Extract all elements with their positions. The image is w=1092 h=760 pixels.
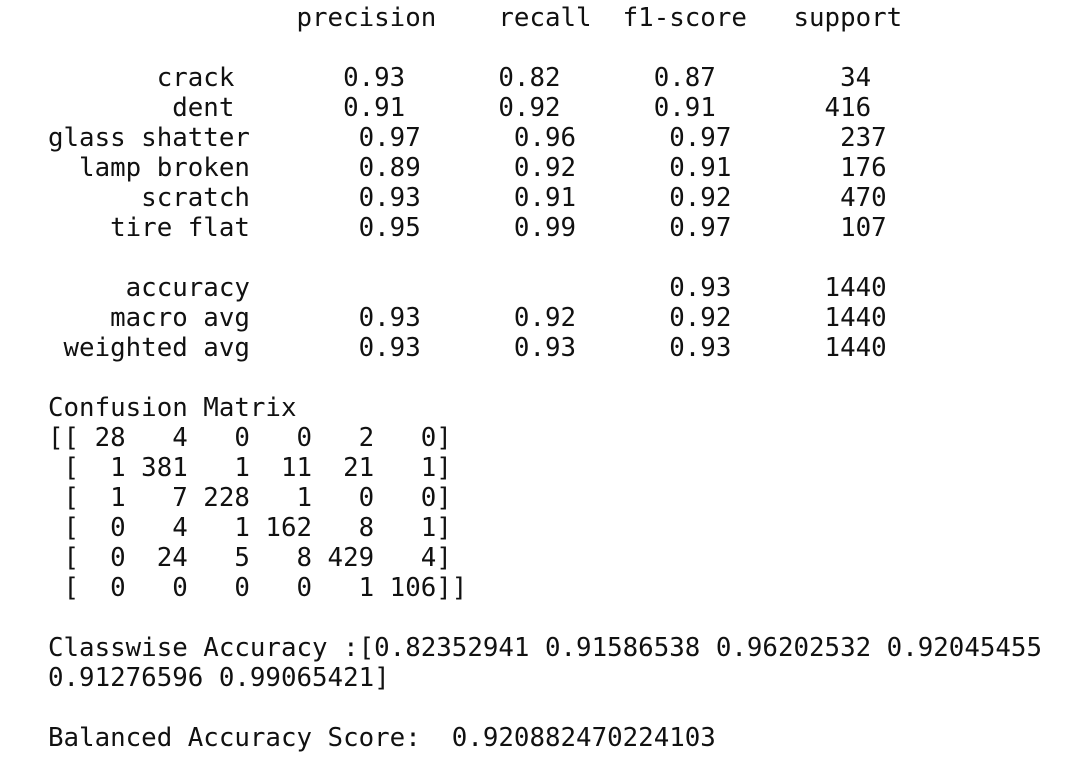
blank-line [48, 33, 1042, 63]
console-output: precision recall f1-score support crack … [48, 3, 1042, 753]
confusion-matrix-title: Confusion Matrix [48, 393, 297, 423]
report-row-lamp-broken: lamp broken 0.89 0.92 0.91 176 [48, 153, 887, 183]
report-row-glass-shatter: glass shatter 0.97 0.96 0.97 237 [48, 123, 887, 153]
confusion-matrix-row: [ 0 0 0 0 1 106]] [48, 573, 468, 603]
blank-line [48, 603, 1042, 633]
classwise-accuracy-line: Classwise Accuracy :[0.82352941 0.915865… [48, 633, 1042, 663]
report-row-macro-avg: macro avg 0.93 0.92 0.92 1440 [48, 303, 887, 333]
classwise-accuracy-line-cont: 0.91276596 0.99065421] [48, 663, 390, 693]
blank-line [48, 693, 1042, 723]
report-row-dent: dent 0.91 0.92 0.91 416 [48, 93, 872, 123]
report-row-weighted-avg: weighted avg 0.93 0.93 0.93 1440 [48, 333, 887, 363]
report-row-tire-flat: tire flat 0.95 0.99 0.97 107 [48, 213, 887, 243]
confusion-matrix-row: [ 1 381 1 11 21 1] [48, 453, 452, 483]
report-header-line: precision recall f1-score support [48, 3, 903, 33]
confusion-matrix-row: [[ 28 4 0 0 2 0] [48, 423, 452, 453]
report-row-accuracy: accuracy 0.93 1440 [48, 273, 887, 303]
confusion-matrix-row: [ 0 4 1 162 8 1] [48, 513, 452, 543]
balanced-accuracy-line: Balanced Accuracy Score: 0.9208824702241… [48, 723, 716, 753]
blank-line [48, 363, 1042, 393]
confusion-matrix-row: [ 1 7 228 1 0 0] [48, 483, 452, 513]
blank-line [48, 243, 1042, 273]
report-row-crack: crack 0.93 0.82 0.87 34 [48, 63, 872, 93]
report-row-scratch: scratch 0.93 0.91 0.92 470 [48, 183, 887, 213]
confusion-matrix-row: [ 0 24 5 8 429 4] [48, 543, 452, 573]
